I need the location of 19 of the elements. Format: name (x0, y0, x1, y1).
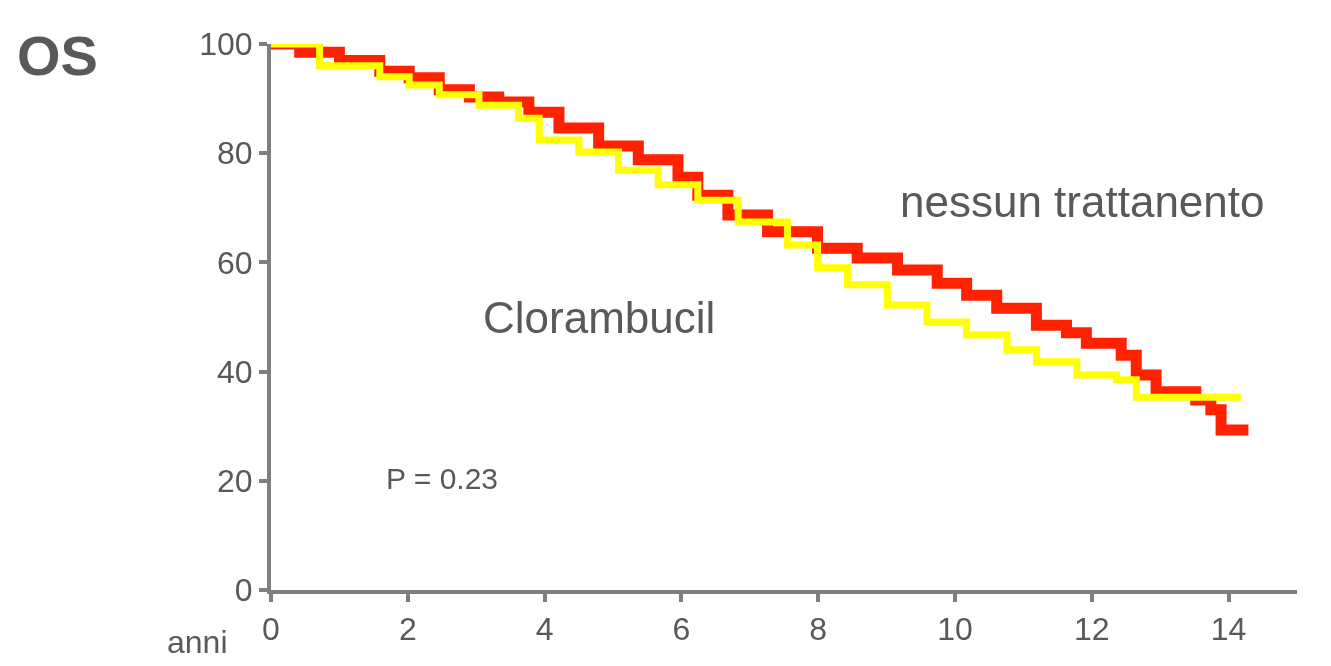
y-tick-label: 100 (199, 26, 253, 63)
y-tick-label: 60 (217, 244, 253, 281)
x-axis-title: anni (167, 624, 228, 660)
y-tick-label: 40 (217, 353, 253, 390)
y-tick-label: 80 (217, 135, 253, 172)
series-label: nessun trattanento (900, 177, 1265, 226)
x-tick-label: 4 (535, 611, 554, 648)
annotation: P = 0.23 (386, 462, 499, 495)
x-tick-label: 12 (1074, 611, 1110, 648)
x-tick-label: 6 (672, 611, 691, 648)
x-tick-label: 10 (937, 611, 973, 648)
x-tick-label: 2 (398, 611, 417, 648)
x-tick-label: 14 (1210, 611, 1247, 648)
x-tick-label: 8 (809, 611, 828, 648)
series-label: Clorambucil (483, 293, 716, 342)
x-tick-label: 0 (262, 611, 280, 648)
y-tick-label: 20 (217, 463, 253, 499)
chart-title: OS (17, 24, 98, 87)
y-tick-label: 0 (234, 572, 253, 609)
